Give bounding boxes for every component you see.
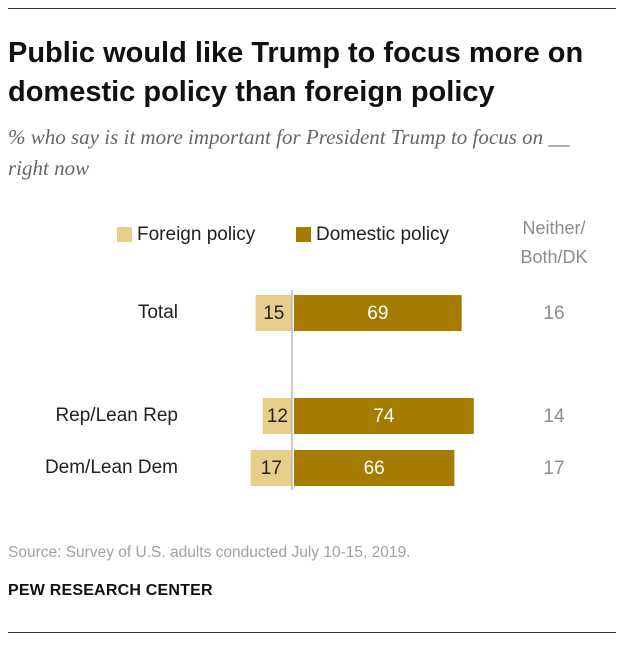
category-label: Rep/Lean Rep	[55, 405, 178, 426]
legend-label-domestic: Domestic policy	[316, 224, 450, 245]
category-label: Total	[138, 302, 178, 323]
neither-header-line2: Both/DK	[520, 247, 587, 267]
chart-subtitle: % who say is it more important for Presi…	[8, 125, 570, 180]
neither-value: 14	[543, 406, 565, 427]
data-label-domestic: 66	[364, 458, 385, 479]
data-label-domestic: 69	[367, 303, 388, 324]
bottom-rule	[8, 632, 616, 633]
bar-domestic	[294, 450, 455, 486]
data-label-foreign: 17	[261, 458, 282, 479]
neither-value: 16	[543, 303, 564, 324]
bar-foreign	[250, 450, 292, 486]
bar-domestic	[294, 295, 462, 331]
bar-domestic	[294, 398, 474, 434]
bar-foreign	[255, 295, 292, 331]
top-rule	[8, 8, 616, 9]
source-note: Source: Survey of U.S. adults conducted …	[8, 544, 411, 561]
neither-value: 17	[543, 458, 564, 479]
data-label-foreign: 12	[267, 406, 288, 427]
category-label: Dem/Lean Dem	[45, 457, 178, 478]
data-label-foreign: 15	[263, 303, 284, 324]
bar-foreign	[262, 398, 292, 434]
legend-swatch-domestic	[296, 227, 311, 242]
legend-label-foreign: Foreign policy	[137, 224, 256, 245]
legend-swatch-foreign	[117, 227, 132, 242]
brand-label: PEW RESEARCH CENTER	[8, 582, 213, 599]
chart-title: Public would like Trump to focus more on…	[8, 37, 584, 108]
data-label-domestic: 74	[373, 406, 395, 427]
neither-header-line1: Neither/	[522, 218, 585, 238]
chart: Foreign policy Domestic policy Neither/Bot…	[45, 218, 588, 490]
